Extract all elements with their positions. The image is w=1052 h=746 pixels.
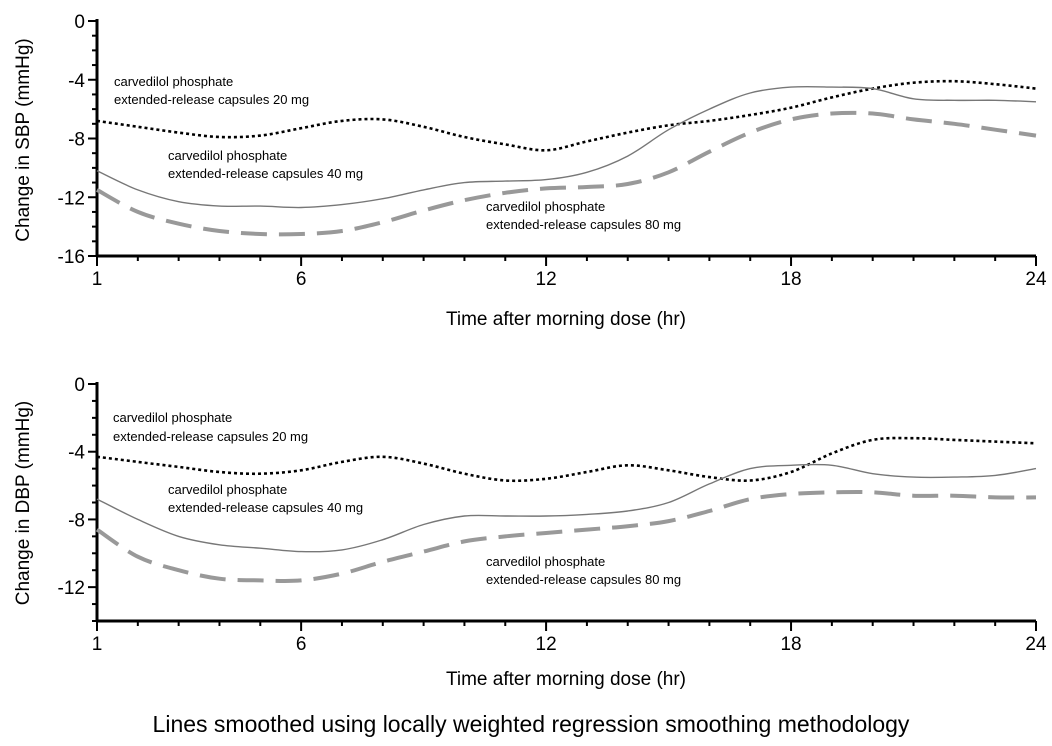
dbp-y-tick-label: -4: [68, 443, 85, 464]
sbp-series-20mg: [96, 79, 1037, 152]
sbp-label-80mg-line2: extended-release capsules 80 mg: [486, 217, 681, 232]
sbp-y-tick-label: -8: [68, 130, 85, 151]
dbp-label-20mg-line1: carvedilol phosphate: [113, 410, 232, 425]
sbp-y-tick-label: -16: [58, 247, 85, 268]
sbp-panel: Change in SBP (mmHg) Time after morning …: [13, 12, 1047, 330]
dbp-x-tick-label: 6: [296, 634, 307, 655]
sbp-x-tick-label: 1: [92, 269, 103, 290]
dbp-label-80mg-line2: extended-release capsules 80 mg: [486, 572, 681, 587]
dbp-y-tick-label: -12: [58, 578, 85, 599]
dbp-label-80mg-line1: carvedilol phosphate: [486, 554, 605, 569]
dbp-panel: Change in DBP (mmHg) Time after morning …: [13, 375, 1047, 690]
dbp-x-tick-label: 1: [92, 634, 103, 655]
sbp-x-tick-label: 12: [536, 269, 557, 290]
dbp-x-axis-label: Time after morning dose (hr): [446, 669, 686, 690]
footer-note: Lines smoothed using locally weighted re…: [153, 711, 910, 737]
sbp-y-axis-label: Change in SBP (mmHg): [13, 38, 34, 241]
sbp-label-40mg-line2: extended-release capsules 40 mg: [168, 166, 363, 181]
dbp-x-tick-label: 24: [1025, 634, 1047, 655]
dbp-y-tick-label: -8: [68, 510, 85, 531]
sbp-label-80mg-line1: carvedilol phosphate: [486, 199, 605, 214]
sbp-label-40mg-line1: carvedilol phosphate: [168, 148, 287, 163]
sbp-x-tick-label: 18: [780, 269, 801, 290]
sbp-label-20mg-line1: carvedilol phosphate: [114, 74, 233, 89]
sbp-label-20mg-line2: extended-release capsules 20 mg: [114, 92, 309, 107]
dbp-label-40mg-line2: extended-release capsules 40 mg: [168, 500, 363, 515]
sbp-y-tick-label: -4: [68, 71, 85, 92]
sbp-x-tick-label: 6: [296, 269, 307, 290]
dbp-series-20mg: [96, 436, 1037, 483]
dbp-x-tick-label: 18: [780, 634, 801, 655]
sbp-series-40mg: [96, 85, 1037, 209]
sbp-series-80mg: [96, 110, 1037, 237]
dbp-x-tick-label: 12: [536, 634, 557, 655]
dbp-label-20mg-line2: extended-release capsules 20 mg: [113, 429, 308, 444]
dbp-y-tick-label: 0: [74, 375, 85, 396]
sbp-x-axis-label: Time after morning dose (hr): [446, 309, 686, 330]
dbp-series-40mg: [96, 463, 1037, 553]
dbp-y-axis-label: Change in DBP (mmHg): [13, 401, 34, 606]
sbp-y-tick-label: 0: [74, 12, 85, 33]
sbp-y-tick-label: -12: [58, 188, 85, 209]
dbp-series-80mg: [95, 490, 1037, 583]
dbp-label-40mg-line1: carvedilol phosphate: [168, 482, 287, 497]
sbp-x-tick-label: 24: [1025, 269, 1047, 290]
